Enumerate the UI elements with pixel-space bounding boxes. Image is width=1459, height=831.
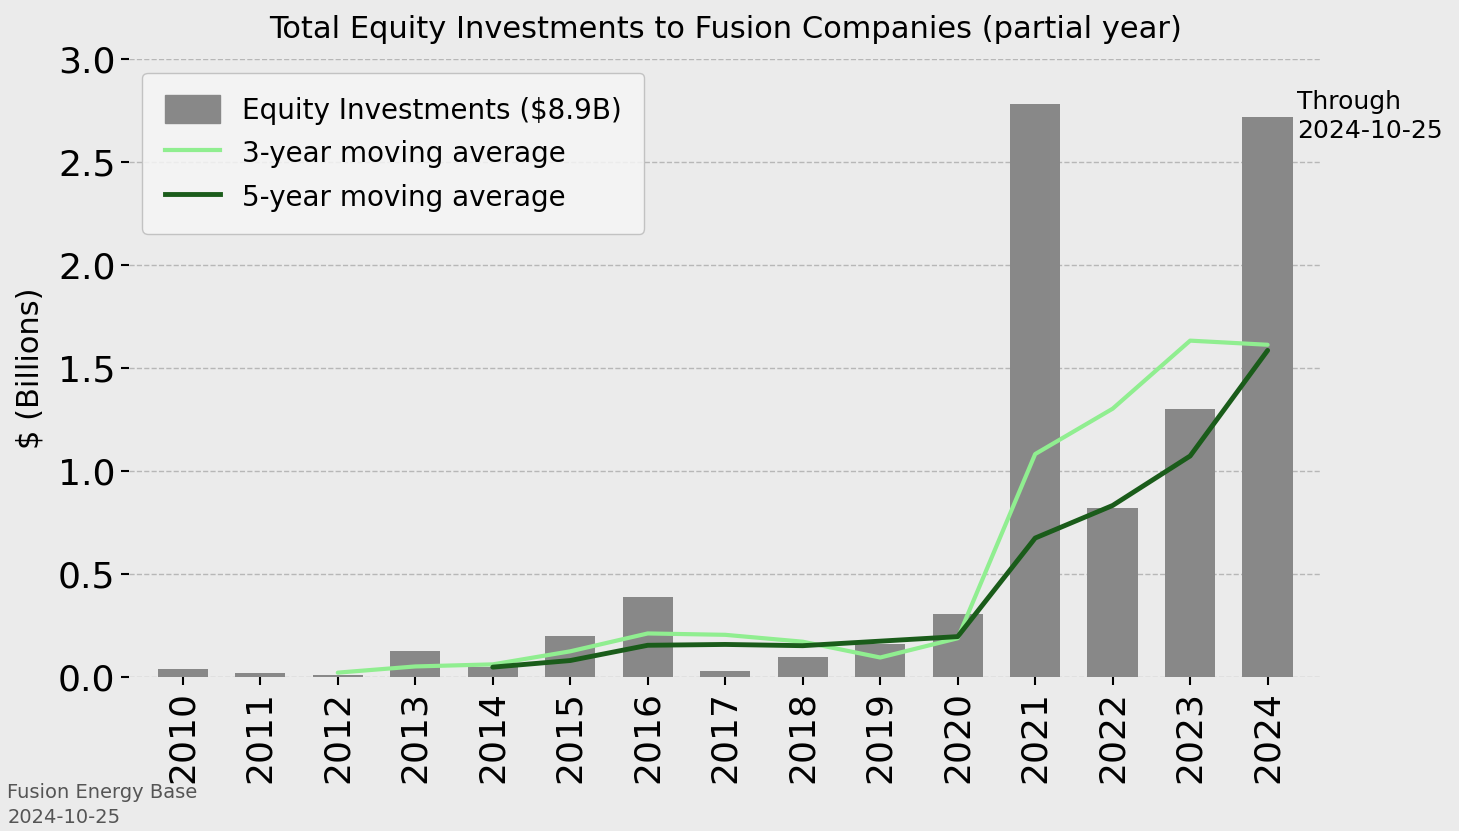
- Bar: [235, 673, 286, 677]
- Bar: [1164, 410, 1215, 677]
- Bar: [1087, 509, 1138, 677]
- Y-axis label: $ (Billions): $ (Billions): [15, 288, 44, 449]
- Bar: [546, 637, 595, 677]
- Bar: [1010, 104, 1061, 677]
- Bar: [158, 669, 209, 677]
- Bar: [312, 676, 363, 677]
- Text: Through
2024-10-25: Through 2024-10-25: [1297, 90, 1443, 144]
- Bar: [623, 597, 673, 677]
- Bar: [778, 656, 827, 677]
- Bar: [467, 667, 518, 677]
- Title: Total Equity Investments to Fusion Companies (partial year): Total Equity Investments to Fusion Compa…: [268, 15, 1182, 44]
- Bar: [932, 613, 983, 677]
- Legend: Equity Investments ($8.9B), 3-year moving average, 5-year moving average: Equity Investments ($8.9B), 3-year movin…: [143, 73, 645, 234]
- Bar: [1243, 116, 1293, 677]
- Text: Fusion Energy Base
2024-10-25: Fusion Energy Base 2024-10-25: [7, 783, 197, 827]
- Bar: [855, 645, 906, 677]
- Bar: [390, 651, 441, 677]
- Bar: [700, 671, 750, 677]
